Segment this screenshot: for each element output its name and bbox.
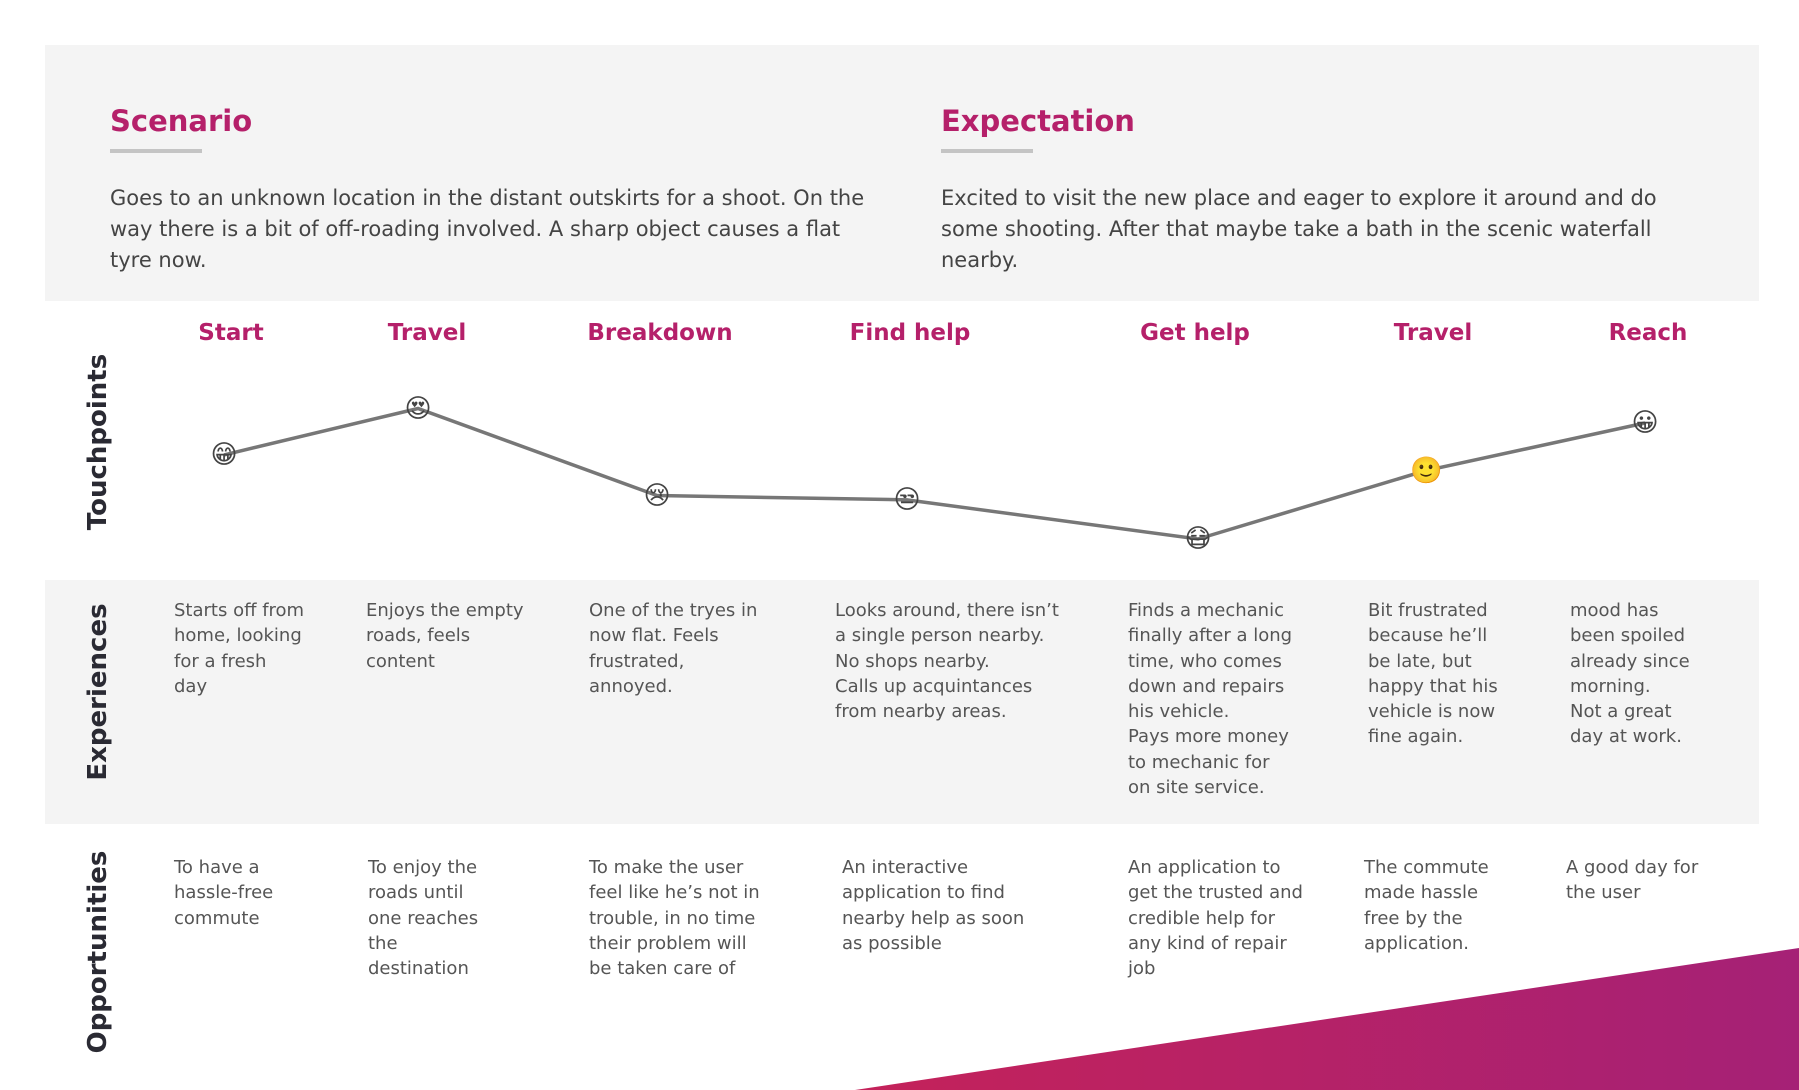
opportunity-text: To enjoy the roads until one reaches the… <box>368 857 479 980</box>
stage-label: Get help <box>1140 320 1250 346</box>
experience-text: Enjoys the empty roads, feels content <box>366 600 524 672</box>
decorative-triangle <box>855 948 1799 1090</box>
mood-emoji-icon: 😷 <box>1184 524 1212 554</box>
summary-panel <box>45 45 1759 301</box>
mood-line <box>223 406 1646 541</box>
opportunity-text: An interactive application to find nearb… <box>842 857 1025 954</box>
scenario-underline <box>110 149 202 153</box>
mood-emoji-icon: 😀 <box>1631 408 1659 438</box>
expectation-text: Excited to visit the new place and eager… <box>941 186 1657 272</box>
experience-text: Bit frustrated because he’ll be late, bu… <box>1368 600 1498 748</box>
mood-emoji-icon: 😁 <box>210 439 238 470</box>
stage-label: Reach <box>1608 320 1688 346</box>
stage-label: Travel <box>387 320 467 346</box>
expectation-underline <box>941 149 1033 153</box>
opportunity-text: A good day for the user <box>1566 857 1699 904</box>
stage-label: Travel <box>1393 320 1473 346</box>
experience-text: One of the tryes in now flat. Feels frus… <box>589 600 758 697</box>
opportunity-text: To have a hassle-free commute <box>174 857 274 929</box>
opportunity-text: The commute made hassle free by the appl… <box>1364 857 1489 954</box>
opportunity-text: An application to get the trusted and cr… <box>1128 857 1303 980</box>
expectation-title: Expectation <box>941 104 1135 138</box>
mood-emoji-icon: 😒 <box>893 484 921 515</box>
scenario-text: Goes to an unknown location in the dista… <box>110 186 865 272</box>
experience-text: Looks around, there isn’t a single perso… <box>835 600 1059 723</box>
mood-emoji-icon: 🙂 <box>1410 455 1443 486</box>
experience-text: mood has been spoiled already since morn… <box>1570 600 1690 748</box>
scenario-title: Scenario <box>110 104 253 138</box>
stage-label: Find help <box>849 320 971 346</box>
experiences-band <box>45 580 1759 824</box>
experience-text: Finds a mechanic finally after a long ti… <box>1128 600 1293 799</box>
stage-label: Start <box>198 320 264 346</box>
mood-emoji-icon: 😍 <box>404 393 432 424</box>
opportunity-text: To make the user feel like he’s not in t… <box>589 857 760 980</box>
experience-text: Starts off from home, looking for a fres… <box>174 600 305 697</box>
mood-emoji-icon: 😢 <box>643 480 671 511</box>
stage-label: Breakdown <box>587 320 733 346</box>
